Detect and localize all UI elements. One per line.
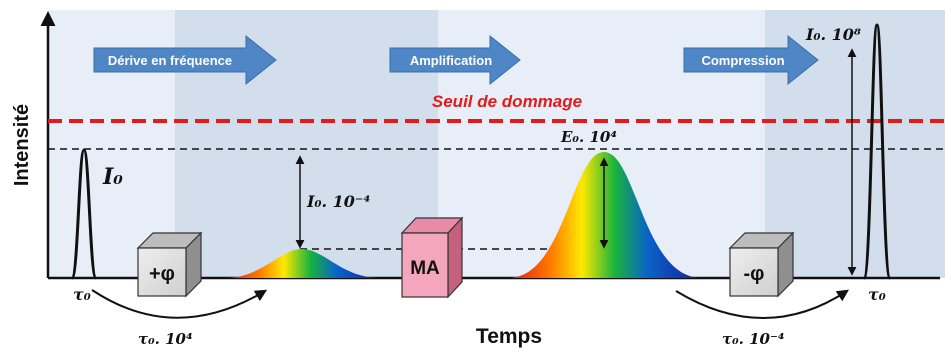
initial-pulse xyxy=(70,148,98,280)
compressor-box: -φ xyxy=(728,231,795,298)
label-tau0-left: τ₀ xyxy=(73,285,91,304)
stretch-curve-arrow xyxy=(91,289,268,319)
amplifier-label: MA xyxy=(410,258,440,279)
label-i0-high: I₀. 10⁸ xyxy=(805,25,861,44)
stretcher-label: +φ xyxy=(149,263,175,285)
label-i0-low: I₀. 10⁻⁴ xyxy=(306,192,370,211)
label-tau-compressed: τ₀. 10⁻⁴ xyxy=(722,330,784,348)
compressor-label: -φ xyxy=(744,263,765,285)
label-i0: I₀ xyxy=(102,164,123,190)
stage-label-amplification: Amplification xyxy=(410,53,492,68)
stage-arrow-chirp: Dérive en fréquence xyxy=(93,34,277,86)
stage-arrow-amplification: Amplification xyxy=(389,34,521,86)
x-axis-label: Temps xyxy=(476,325,542,348)
stage-arrow-compression: Compression xyxy=(683,34,819,86)
compressed-pulse xyxy=(862,23,892,280)
label-e0-high: E₀. 10⁴ xyxy=(560,128,617,146)
label-tau-stretched: τ₀. 10⁴ xyxy=(138,330,193,348)
stretched-pulse xyxy=(225,249,380,278)
compress-curve-arrow xyxy=(675,289,850,319)
stage-label-chirp: Dérive en fréquence xyxy=(108,53,232,68)
label-tau0-right: τ₀ xyxy=(868,285,886,304)
stage-label-compression: Compression xyxy=(701,53,784,68)
damage-threshold-label: Seuil de dommage xyxy=(432,92,582,111)
stretcher-box: +φ xyxy=(136,231,203,298)
amplifier-box: MA xyxy=(400,216,464,299)
y-axis-label: Intensité xyxy=(11,104,33,186)
